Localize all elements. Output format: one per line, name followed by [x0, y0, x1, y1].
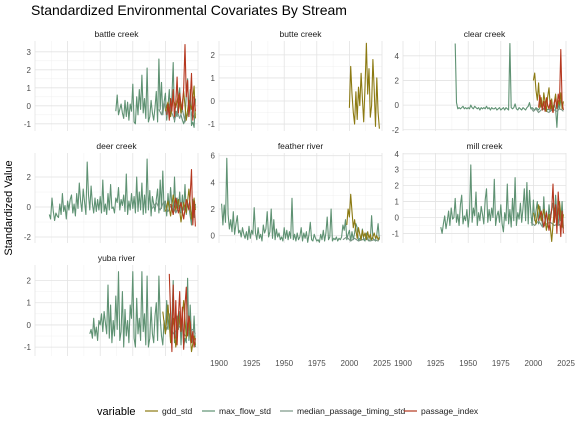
x-tick-label: 1925 — [243, 359, 261, 368]
panel-strip-label: battle creek — [95, 29, 140, 39]
y-tick-label: 3 — [27, 48, 32, 57]
y-axis-label: Standardized Value — [3, 160, 15, 255]
series-line-passage_index — [170, 168, 196, 227]
x-tick-label: 2000 — [525, 359, 543, 368]
panel-strip-label: yuba river — [98, 253, 135, 263]
x-tick-label: 2025 — [189, 0, 207, 2]
y-tick-label: -1 — [24, 120, 32, 129]
y-tick-label: 0 — [27, 102, 32, 111]
series-line-gdd_std — [346, 193, 380, 241]
legend-title: variable — [97, 406, 136, 418]
panel-strip-label: deer creek — [96, 141, 137, 151]
series-line-max_flow_std — [115, 58, 196, 128]
x-tick-label: 2000 — [341, 359, 359, 368]
y-tick-label: -2 — [24, 233, 32, 242]
y-tick-label: 3 — [395, 166, 400, 175]
series-line-max_flow_std — [221, 157, 380, 243]
series-line-median_passage_timing_std — [530, 107, 564, 114]
panel-battle-creek: battle creek -1 0 1 2 3 — [24, 29, 199, 131]
panel-mill-creek: mill creek -1 0 1 2 3 4 1900 1925 1950 1975 2000 202… — [392, 141, 576, 368]
panel-clear-creek: clear creek -2 0 2 4 — [392, 29, 567, 135]
x-tick-label: 1975 — [308, 359, 326, 368]
x-tick-label: 2025 — [373, 359, 391, 368]
legend: variable gdd_std max_flow_std median_passa… — [97, 406, 479, 418]
y-tick-label: 2 — [27, 66, 32, 75]
series-line-passage_index — [538, 49, 564, 114]
y-tick-label: 1 — [27, 299, 32, 308]
y-tick-label: 0 — [27, 203, 32, 212]
series-line-passage_index — [166, 44, 196, 121]
y-tick-label: 2 — [395, 76, 400, 85]
x-tick-label: 2000 — [157, 0, 175, 2]
y-tick-label: 2 — [27, 173, 32, 182]
panel-butte-creek: butte creek -1 0 1 2 — [208, 29, 383, 131]
y-tick-label: 2 — [395, 182, 400, 191]
series-line-passage_index — [168, 273, 196, 353]
panel-feather-river: feather river 0 2 4 6 1900 1925 1950 1975 2000 202… — [210, 141, 391, 368]
x-tick-label: 1950 — [275, 359, 293, 368]
y-tick-label: 0 — [211, 97, 216, 106]
y-tick-label: 0 — [211, 232, 216, 241]
panel-deer-creek: deer creek -2 0 2 — [24, 141, 199, 243]
series-line-gdd_std — [164, 188, 196, 223]
x-tick-label: 1900 — [394, 359, 412, 368]
y-tick-label: 4 — [211, 178, 216, 187]
x-tick-label: 1950 — [91, 0, 109, 2]
x-tick-label: 1950 — [459, 359, 477, 368]
y-tick-label: 0 — [395, 101, 400, 110]
y-tick-label: 2 — [211, 205, 216, 214]
series-line-gdd_std — [348, 42, 380, 129]
y-tick-label: 6 — [211, 152, 216, 161]
chart-title: Standardized Environmental Covariates By… — [31, 2, 347, 18]
x-tick-label: 1900 — [26, 0, 44, 2]
legend-label-gdd_std: gdd_std — [162, 406, 193, 416]
x-tick-label: 2025 — [557, 359, 575, 368]
x-tick-label: 1925 — [59, 0, 77, 2]
legend-label-median_passage_timing_std: median_passage_timing_std — [297, 406, 405, 416]
series-line-gdd_std — [532, 72, 564, 114]
y-tick-label: -1 — [208, 120, 216, 129]
x-tick-label: 1975 — [124, 0, 142, 2]
y-tick-label: 1 — [395, 198, 400, 207]
y-tick-label: 0 — [27, 321, 32, 330]
series-line-median_passage_timing_std — [342, 236, 380, 242]
panel-strip-label: feather river — [278, 141, 324, 151]
series-line-gdd_std — [164, 85, 196, 121]
x-tick-label: 1900 — [210, 359, 228, 368]
x-tick-label: 1975 — [492, 359, 510, 368]
y-tick-label: 2 — [211, 51, 216, 60]
y-tick-label: 1 — [27, 84, 32, 93]
legend-label-passage_index: passage_index — [421, 406, 479, 416]
series-line-passage_index — [538, 183, 564, 238]
y-tick-label: 4 — [395, 52, 400, 61]
legend-label-max_flow_std: max_flow_std — [219, 406, 271, 416]
y-tick-label: -1 — [392, 229, 400, 238]
panel-strip-label: mill creek — [467, 141, 504, 151]
y-tick-label: 0 — [395, 214, 400, 223]
y-tick-label: -2 — [392, 126, 400, 135]
y-tick-label: 1 — [211, 74, 216, 83]
panel-strip-label: butte creek — [279, 29, 322, 39]
series-line-gdd_std — [162, 299, 196, 353]
series-line-gdd_std — [532, 201, 564, 242]
x-tick-label: 1925 — [427, 359, 445, 368]
y-tick-label: -1 — [24, 343, 32, 352]
series-line-max_flow_std — [48, 158, 196, 226]
panel-yuba-river: yuba river -1 0 1 2 1900 1925 1950 1975 2000 2025 — [24, 0, 207, 356]
series-line-max_flow_std — [440, 164, 564, 234]
y-tick-label: 2 — [27, 277, 32, 286]
y-tick-label: 4 — [395, 150, 400, 159]
panel-strip-label: clear creek — [464, 29, 506, 39]
